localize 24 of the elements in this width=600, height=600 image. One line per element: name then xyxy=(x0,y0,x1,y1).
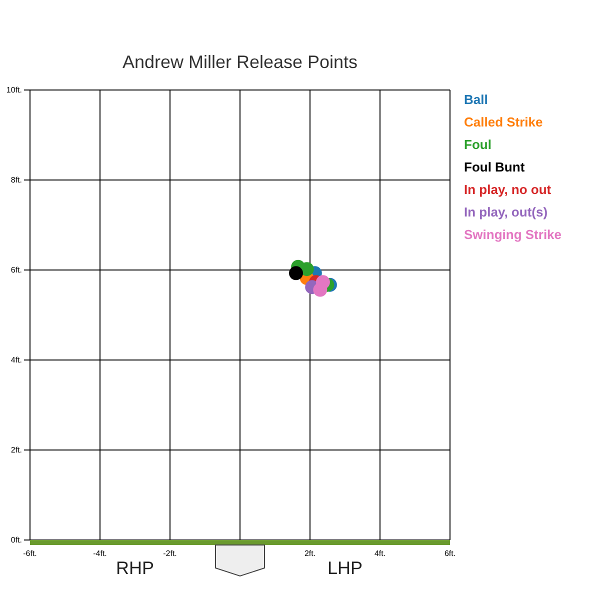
y-tick-label: 6ft. xyxy=(10,266,22,275)
x-tick-label: -6ft. xyxy=(23,549,37,558)
point xyxy=(316,275,330,290)
y-tick-label: 4ft. xyxy=(10,356,22,365)
text: Called Strike xyxy=(464,114,543,130)
y-tick-label: 10ft. xyxy=(6,86,22,95)
point xyxy=(289,266,303,280)
text: RHP xyxy=(116,558,154,578)
x-tick-label: 4ft. xyxy=(374,549,386,558)
y-tick-label: 2ft. xyxy=(10,446,22,455)
text: In play, out(s) xyxy=(464,204,548,220)
text: Ball xyxy=(464,92,488,107)
text: Foul Bunt xyxy=(464,160,526,174)
y-tick-label: 0ft. xyxy=(10,536,22,545)
x-tick-label: -2ft. xyxy=(163,549,177,558)
x-tick-label: 2ft. xyxy=(304,549,316,558)
x-tick-label: 6ft. xyxy=(444,549,456,558)
text: Foul xyxy=(464,137,492,152)
y-tick-label: 8ft. xyxy=(10,176,22,185)
text: Swinging Strike xyxy=(464,227,562,242)
chart-title: Andrew Miller Release Points xyxy=(122,52,358,72)
x-tick-label: -4ft. xyxy=(93,549,107,558)
text: LHP xyxy=(327,558,363,578)
text: In play, no out xyxy=(464,182,552,197)
